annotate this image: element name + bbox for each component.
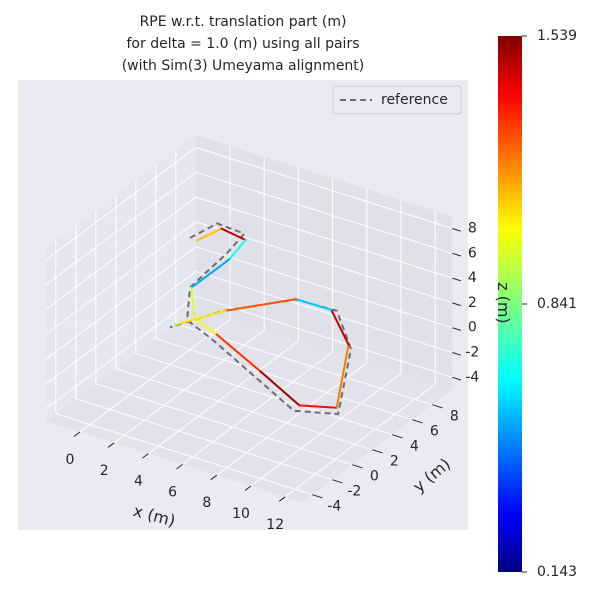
tick-mark bbox=[210, 474, 218, 481]
trajectory-segment bbox=[220, 227, 247, 241]
tick-mark bbox=[412, 419, 423, 424]
grid-line bbox=[45, 196, 197, 311]
grid-line bbox=[45, 147, 197, 261]
grid-line bbox=[182, 351, 333, 465]
x-tick-label: 12 bbox=[266, 517, 284, 533]
grid-line bbox=[195, 196, 453, 279]
tick-mark bbox=[107, 442, 115, 448]
trajectory-segment bbox=[190, 258, 231, 289]
trajectory-point bbox=[174, 322, 178, 326]
grid-line bbox=[195, 271, 453, 353]
z-tick-label: -4 bbox=[465, 369, 479, 385]
tick-mark bbox=[332, 479, 343, 484]
grid-line bbox=[45, 271, 197, 385]
grid-line bbox=[195, 171, 453, 254]
grid-line bbox=[195, 147, 453, 229]
y-tick-label: 6 bbox=[430, 424, 439, 440]
grid-line bbox=[195, 295, 453, 378]
tick-mark bbox=[452, 277, 462, 282]
chart-subtitle: for delta = 1.0 (m) using all pairs bbox=[127, 36, 360, 52]
x-tick-label: 2 bbox=[100, 463, 109, 479]
grid-line bbox=[250, 373, 402, 487]
trajectory-segment bbox=[228, 239, 247, 261]
tick-mark bbox=[176, 463, 183, 470]
trajectory-segment bbox=[259, 370, 301, 407]
grid-line bbox=[148, 340, 299, 455]
grid-line bbox=[45, 221, 197, 335]
trajectory-segment bbox=[298, 404, 338, 409]
trajectory-segment bbox=[335, 343, 350, 409]
grid-line bbox=[195, 246, 453, 329]
tick-mark bbox=[278, 496, 286, 502]
y-tick-label: 8 bbox=[450, 409, 459, 425]
tick-mark bbox=[432, 404, 443, 409]
tick-mark bbox=[312, 494, 323, 499]
z-tick-label: 0 bbox=[468, 320, 477, 336]
chart-title: RPE w.r.t. translation part (m) bbox=[140, 14, 347, 30]
z-axis-label: z (m) bbox=[494, 282, 513, 324]
trajectory-segment bbox=[294, 298, 333, 311]
tick-mark bbox=[452, 327, 462, 331]
grid-line bbox=[155, 338, 413, 421]
tick-mark bbox=[452, 376, 462, 381]
y-tick-label: 4 bbox=[410, 439, 419, 455]
grid-line bbox=[55, 413, 313, 496]
x-tick-label: 6 bbox=[168, 484, 177, 500]
x-tick-label: 4 bbox=[134, 474, 143, 490]
trajectory-segment bbox=[196, 227, 223, 242]
y-tick-label: 2 bbox=[390, 454, 399, 470]
tick-mark bbox=[452, 302, 462, 307]
x-tick-label: 10 bbox=[232, 506, 250, 522]
tick-mark bbox=[244, 485, 252, 491]
z-tick-label: -2 bbox=[465, 345, 479, 361]
tick-mark bbox=[452, 252, 462, 257]
trajectory-segment bbox=[215, 333, 262, 373]
z-tick-label: 4 bbox=[468, 270, 477, 286]
y-tick-label: -2 bbox=[347, 484, 361, 500]
y-tick-label: -4 bbox=[327, 499, 341, 515]
chart-subtitle: (with Sim(3) Umeyama alignment) bbox=[122, 58, 365, 74]
colorbar-tick-label: 1.539 bbox=[537, 28, 577, 44]
grid-line bbox=[45, 246, 197, 360]
z-tick-label: 8 bbox=[468, 221, 477, 237]
trajectory-segment bbox=[190, 286, 196, 319]
grid-line bbox=[135, 353, 393, 436]
colorbar-tick-label: 0.841 bbox=[537, 296, 577, 312]
grid-line bbox=[45, 171, 197, 286]
x-tick-label: 0 bbox=[66, 452, 75, 468]
z-tick-label: 2 bbox=[468, 295, 477, 311]
grid-line bbox=[45, 295, 197, 410]
grid-line bbox=[115, 368, 373, 451]
tick-mark bbox=[452, 352, 462, 356]
legend-box bbox=[332, 85, 462, 115]
colorbar-tick-label: 0.143 bbox=[537, 564, 577, 580]
grid-line bbox=[284, 383, 436, 498]
x-tick-label: 8 bbox=[202, 495, 211, 511]
tick-mark bbox=[352, 464, 363, 469]
grid-line bbox=[195, 221, 453, 304]
tick-mark bbox=[73, 431, 81, 437]
grid-line bbox=[113, 329, 265, 444]
trajectory-segment bbox=[175, 309, 227, 326]
trajectory-segment bbox=[330, 308, 350, 346]
tick-mark bbox=[372, 449, 383, 454]
grid-line bbox=[75, 398, 333, 481]
grid-line bbox=[95, 383, 353, 466]
tick-mark bbox=[392, 434, 403, 439]
grid-line bbox=[79, 319, 231, 433]
tick-mark bbox=[142, 453, 149, 459]
trajectory-segment bbox=[193, 316, 218, 336]
colorbar bbox=[498, 36, 522, 572]
trajectory-segment bbox=[224, 298, 297, 312]
z-tick-label: 6 bbox=[468, 245, 477, 261]
reference-line bbox=[169, 222, 353, 416]
y-tick-label: 0 bbox=[370, 469, 379, 485]
tick-mark bbox=[452, 228, 462, 232]
legend-label: reference bbox=[381, 92, 448, 108]
